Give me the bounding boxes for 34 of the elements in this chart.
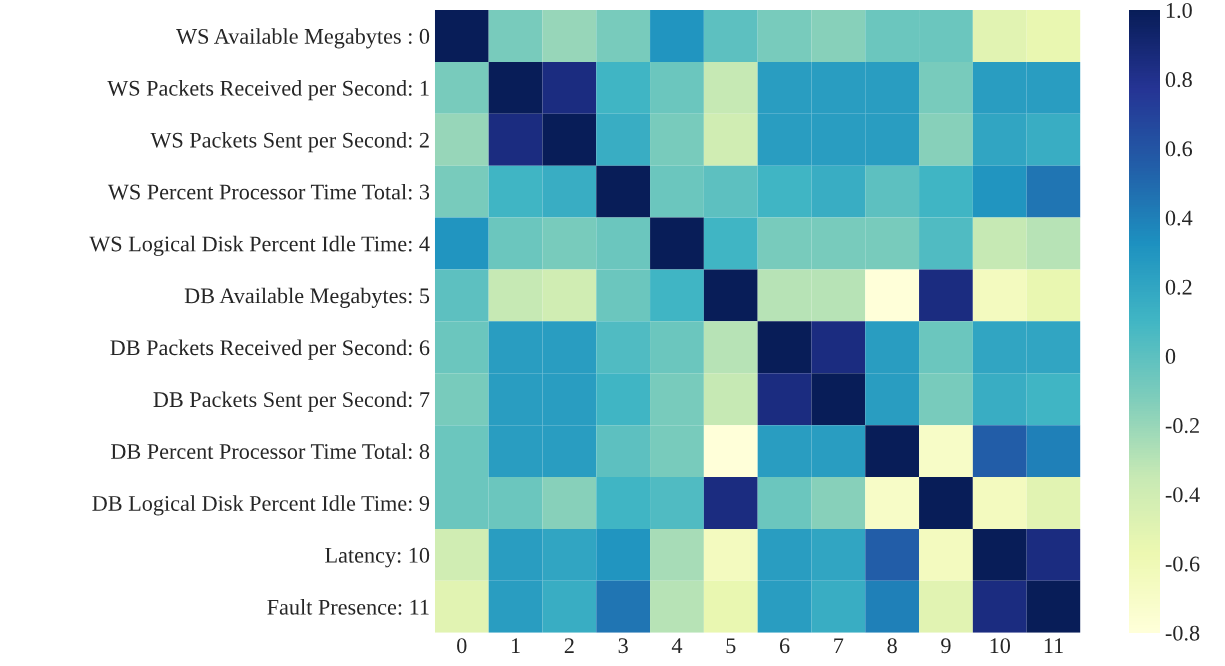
x-tick-label: 9 [941, 638, 951, 654]
y-tick-label: DB Packets Received per Second: 6 [110, 339, 430, 360]
y-tick-label: WS Available Megabytes : 0 [176, 28, 430, 49]
color-bar-label: 0.4 [1165, 210, 1193, 226]
x-tick-label: 7 [834, 638, 844, 653]
y-tick-label: WS Logical Disk Percent Idle Time: 4 [89, 235, 430, 257]
color-bar-label: -0.2 [1165, 418, 1199, 434]
color-bar-label: -0.6 [1165, 556, 1200, 572]
x-tick-label: 4 [671, 638, 683, 653]
y-tick-label: WS Packets Received per Second: 1 [107, 80, 429, 101]
x-tick-label: 2 [564, 638, 574, 653]
x-tick-label: 10 [990, 638, 1011, 654]
color-bar-label: 0 [1165, 348, 1176, 364]
x-tick-label: 5 [726, 638, 736, 654]
x-tick-label: 0 [457, 638, 467, 654]
y-tick-label: WS Packets Sent per Second: 2 [150, 132, 429, 153]
color-bar-label: 0.6 [1165, 141, 1193, 157]
y-tick-label: DB Available Megabytes: 5 [184, 287, 430, 308]
color-bar-label: 0.8 [1165, 72, 1192, 88]
x-tick-label: 11 [1044, 638, 1063, 653]
y-tick-label: DB Packets Sent per Second: 7 [153, 391, 430, 412]
color-bar-label: -0.4 [1165, 487, 1200, 503]
x-tick-label: 1 [511, 638, 520, 653]
color-bar-label: -0.8 [1165, 625, 1200, 641]
y-tick-label: Fault Presence: 11 [267, 599, 429, 615]
color-bar-label: 0.2 [1165, 279, 1192, 295]
x-tick-label: 3 [618, 638, 628, 654]
y-tick-label: DB Percent Processor Time Total: 8 [111, 443, 430, 460]
color-bar-label: 1.0 [1166, 2, 1192, 19]
y-tick-label: Latency: 10 [325, 547, 430, 568]
x-tick-label: 8 [887, 638, 897, 654]
y-tick-label: WS Percent Processor Time Total: 3 [107, 183, 430, 200]
y-tick-label: DB Logical Disk Percent Idle Time: 9 [92, 495, 430, 516]
x-tick-label: 6 [779, 638, 790, 654]
